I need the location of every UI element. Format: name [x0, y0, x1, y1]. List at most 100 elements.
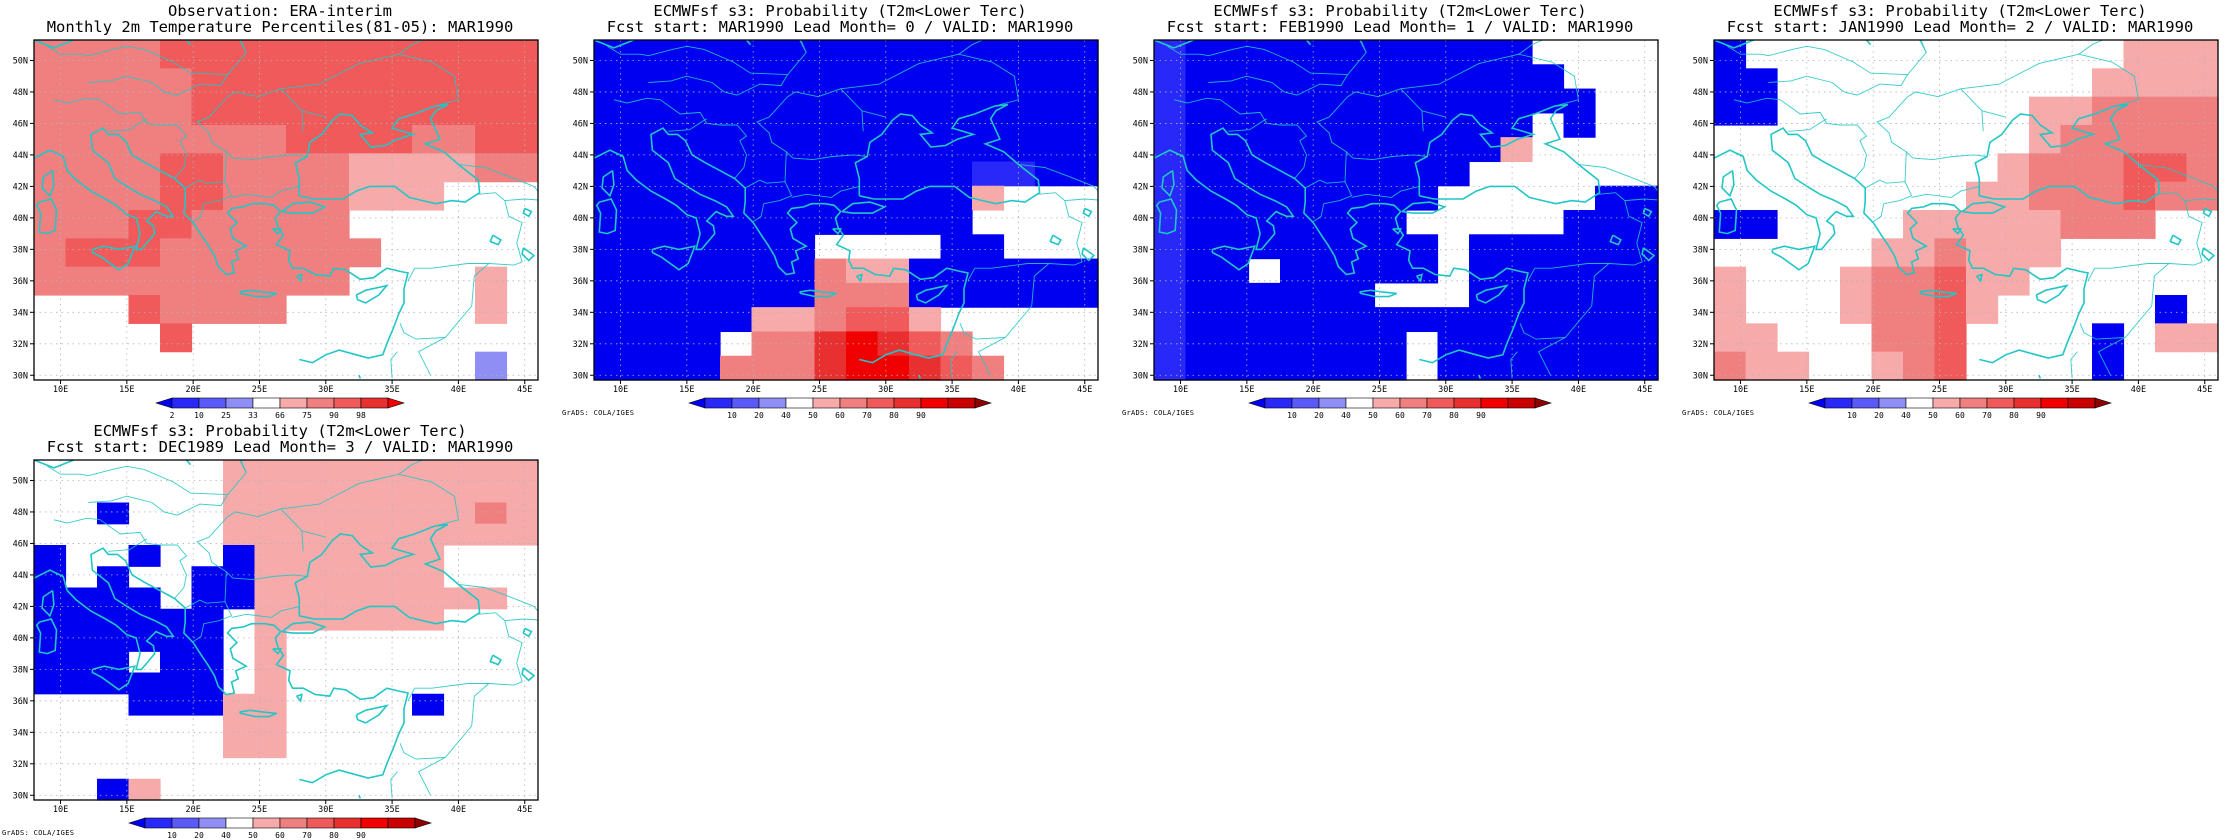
field-cell — [1248, 210, 1281, 235]
field-cell — [475, 460, 508, 482]
field-cell — [223, 715, 256, 737]
field-cell — [443, 587, 476, 610]
field-cell — [1343, 137, 1376, 163]
field-cell — [1532, 234, 1565, 260]
field-cell — [1154, 88, 1187, 114]
coastline — [34, 127, 409, 364]
map-svg: 30N 32N 34N 36N 38N 40N 42N 44N 46N 48N 50N 10E 15E 2… — [13, 459, 539, 840]
field-cell — [846, 331, 879, 357]
field-cell — [2155, 68, 2188, 98]
field-cell — [254, 210, 287, 239]
lat-axis: 30N 32N 34N 36N 38N 40N 42N 44N 46N 48N 50N — [13, 476, 34, 801]
field-cell — [506, 460, 539, 482]
lon-tick-label: 25E — [1372, 385, 1387, 395]
field-cell — [1248, 88, 1281, 114]
lat-tick-label: 46N — [13, 119, 28, 129]
colorbar-swatch — [252, 817, 281, 829]
field-cell — [1714, 68, 1747, 98]
colorbar-swatch — [154, 397, 173, 409]
panel-title-line1: ECMWFsf s3: Probability (T2m<Lower Terc) — [1773, 2, 2147, 20]
coastline — [1081, 247, 1096, 262]
lat-tick-label: 48N — [1133, 88, 1148, 98]
colorbar-swatch — [974, 397, 993, 409]
coastline — [294, 103, 481, 205]
field-cell — [2029, 210, 2062, 239]
lon-tick-label: 25E — [1932, 385, 1947, 395]
coastline — [281, 621, 327, 634]
field-cell — [972, 112, 1005, 138]
border-line — [88, 460, 247, 516]
field-cell — [846, 282, 879, 308]
field-cell — [657, 282, 690, 308]
field-cell — [191, 96, 224, 126]
border-line — [648, 40, 807, 96]
colorbar-label: 70 — [862, 411, 872, 420]
coastline — [1161, 169, 1175, 198]
colorbar: 10 20 40 50 60 70 80 90 — [687, 397, 993, 420]
field-cell — [1185, 88, 1218, 114]
field-cell — [349, 587, 382, 610]
field-cell — [380, 566, 413, 589]
field-cell — [1626, 307, 1659, 333]
coastline — [1641, 247, 1656, 262]
field-cell — [128, 96, 161, 126]
lon-tick-label: 35E — [384, 385, 399, 395]
border-line — [196, 88, 304, 153]
lat-tick-label: 40N — [1693, 214, 1708, 224]
field-cell — [97, 181, 130, 211]
field-cell — [846, 88, 879, 114]
field-cells — [1154, 40, 1659, 381]
field-cell — [349, 608, 382, 631]
field-cell — [97, 630, 130, 652]
colorbar-label: 40 — [1341, 411, 1351, 420]
colorbar-swatch — [785, 397, 814, 409]
coastline — [1609, 234, 1622, 246]
colorbar-label: 10 — [1287, 411, 1297, 420]
lat-tick-label: 32N — [1693, 340, 1708, 350]
field-cell — [1280, 258, 1313, 284]
field-cell — [506, 153, 539, 183]
field-cell — [254, 523, 287, 546]
lon-tick-label: 40E — [1011, 385, 1026, 395]
border-line — [184, 599, 233, 643]
lat-tick-label: 32N — [1133, 340, 1148, 350]
field-cell — [751, 210, 784, 235]
field-cell — [191, 651, 224, 674]
field-cell — [2092, 153, 2125, 183]
field-cell — [349, 238, 382, 268]
coastline — [551, 139, 560, 244]
coastline — [91, 245, 137, 271]
panel-title-line1: ECMWFsf s3: Probability (T2m<Lower Terc) — [93, 422, 467, 440]
coastline — [522, 627, 533, 638]
field-cell — [1406, 64, 1439, 90]
field-cell — [128, 608, 161, 631]
field-cells — [594, 40, 1099, 381]
field-cell — [34, 153, 67, 183]
lon-tick-label: 10E — [1733, 385, 1748, 395]
field-cell — [1626, 258, 1659, 284]
field-cell — [317, 545, 350, 567]
field-cell — [443, 40, 476, 69]
colorbar: 2 10 25 33 66 75 90 98 — [154, 397, 406, 420]
field-cell — [1595, 210, 1628, 235]
field-cell — [1343, 355, 1376, 381]
field-cell — [877, 355, 910, 381]
field-cell — [128, 545, 161, 567]
coastline — [1154, 40, 1195, 49]
field-cell — [128, 630, 161, 652]
border-line — [1876, 88, 1984, 153]
field-cell — [1871, 323, 1904, 353]
field-cell — [909, 64, 942, 90]
field-cell — [1003, 64, 1036, 90]
border-line — [2138, 163, 2218, 202]
field-cell — [1248, 161, 1281, 187]
field-cell — [160, 40, 193, 69]
field-cell — [2060, 153, 2093, 183]
border-line — [398, 460, 423, 475]
field-cell — [1469, 64, 1502, 90]
coastline — [1918, 289, 1958, 298]
border-line — [126, 45, 228, 76]
lon-tick-label: 10E — [1173, 385, 1188, 395]
lon-tick-label: 45E — [1637, 385, 1652, 395]
field-cell — [223, 566, 256, 589]
